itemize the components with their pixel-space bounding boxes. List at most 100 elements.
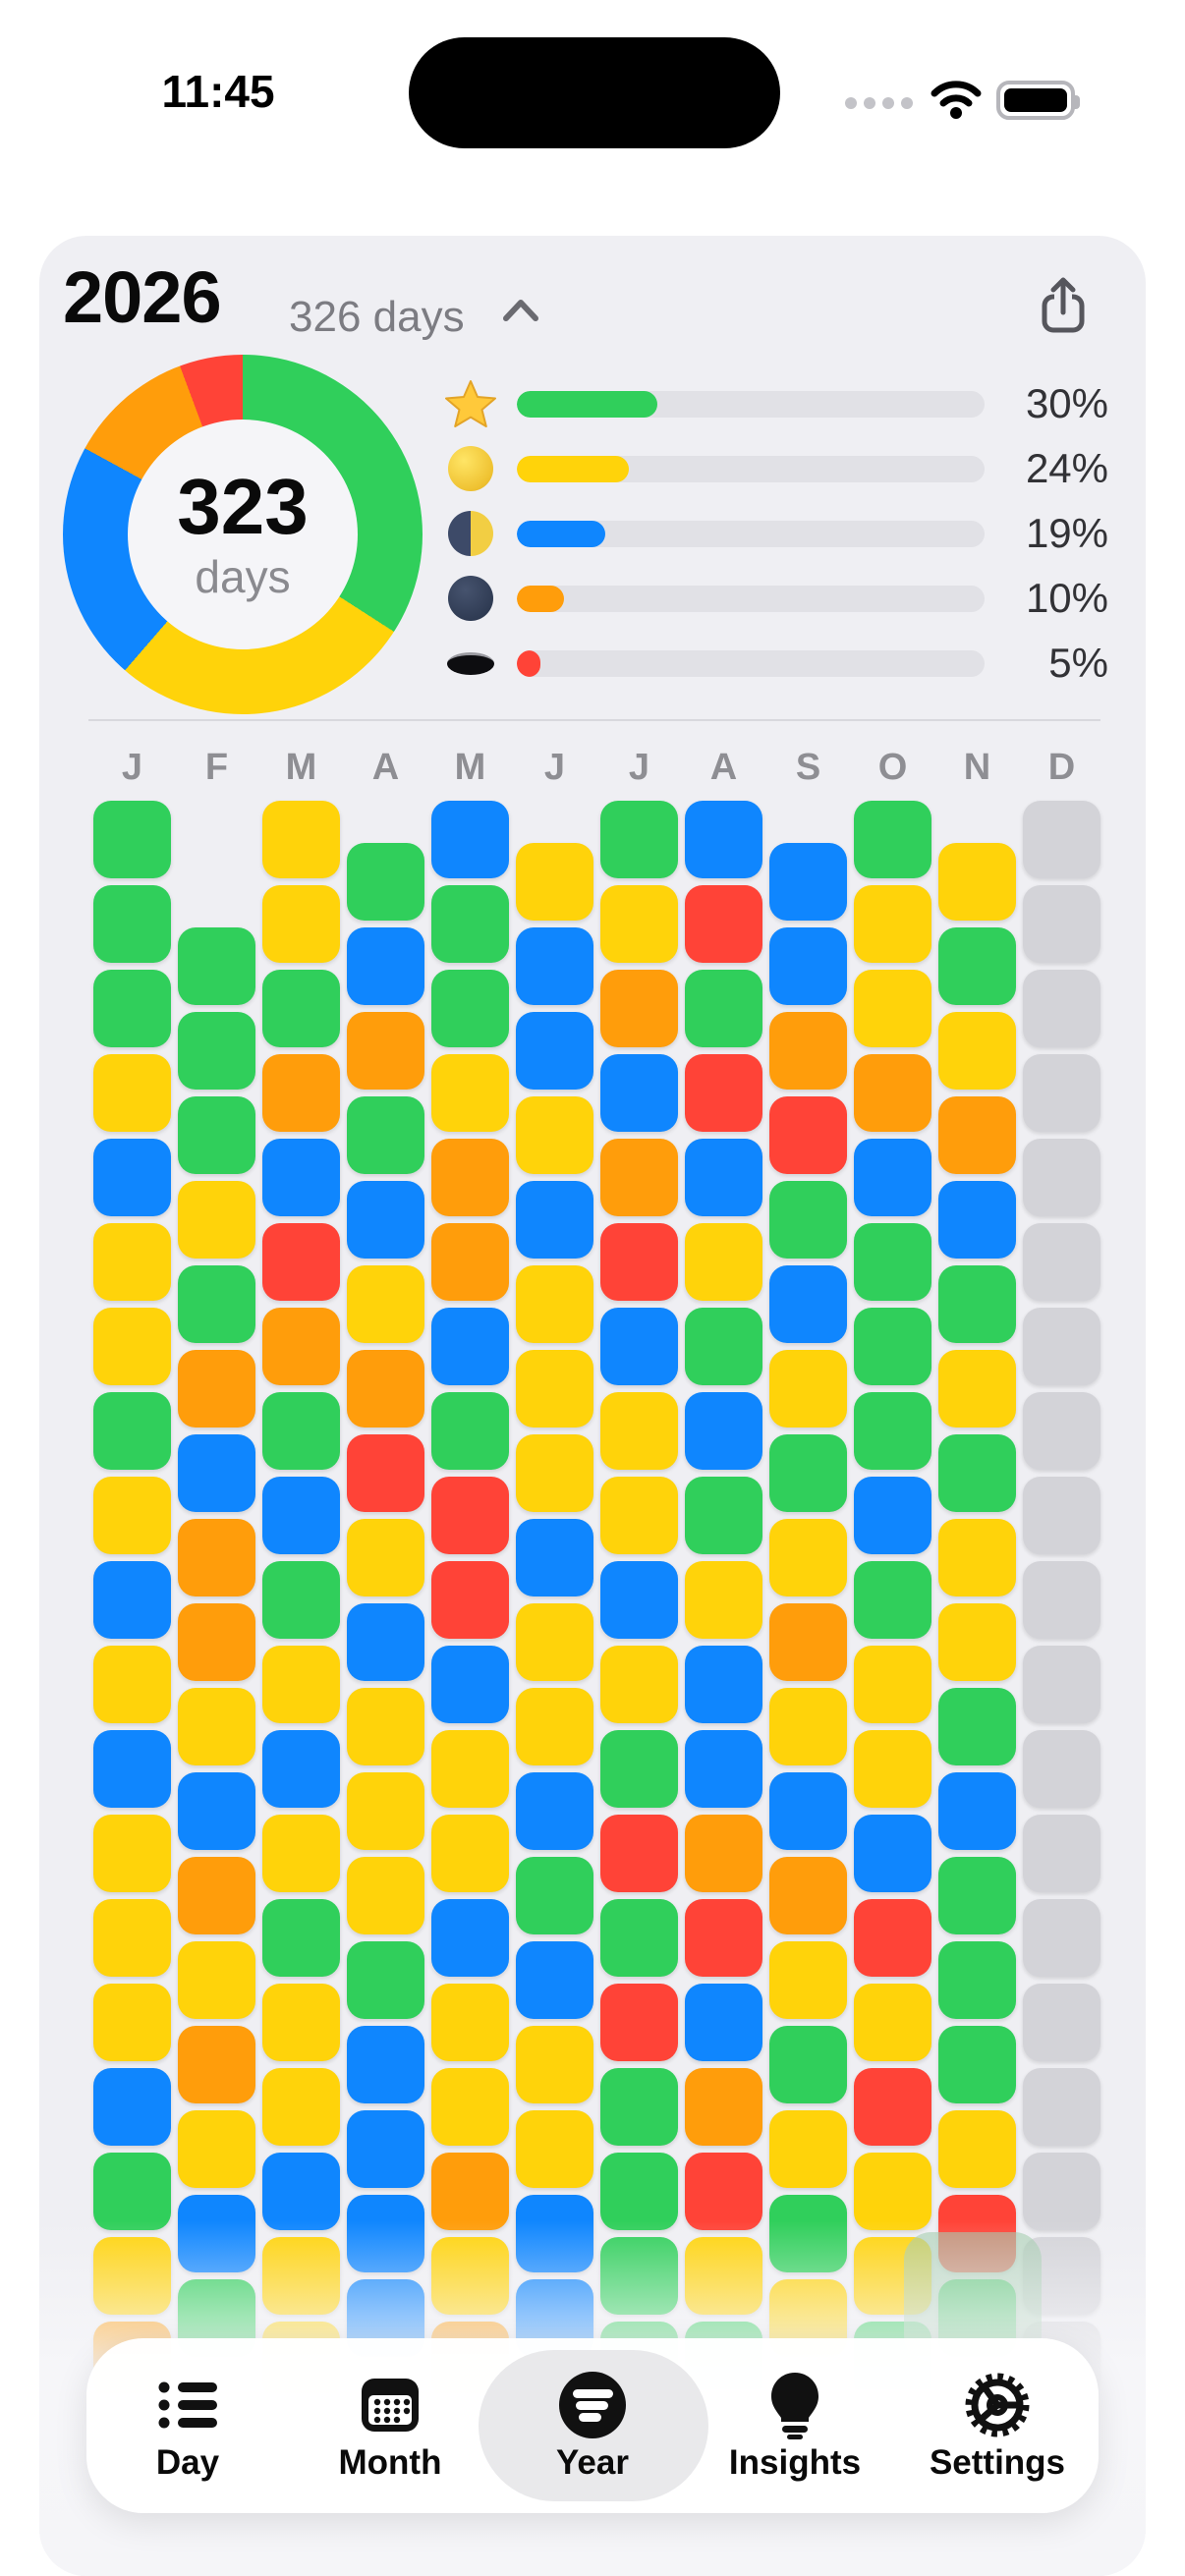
day-cell[interactable] [685,2068,762,2146]
day-cell[interactable] [854,1223,931,1301]
day-cell[interactable] [262,1139,340,1216]
day-cell[interactable] [431,1054,509,1132]
day-cell[interactable] [938,1181,1016,1259]
day-cell[interactable] [769,1350,847,1428]
day-cell[interactable] [516,843,593,921]
day-cell[interactable] [178,2026,255,2103]
day-cell[interactable] [938,1941,1016,2019]
day-cell[interactable] [262,1815,340,1892]
day-cell[interactable] [600,1308,678,1385]
day-cell[interactable] [938,2026,1016,2103]
day-cell[interactable] [685,1223,762,1301]
day-cell[interactable] [600,1730,678,1808]
day-cell[interactable] [685,1646,762,1723]
day-cell[interactable] [516,1434,593,1512]
day-cell[interactable] [938,1857,1016,1934]
day-cell[interactable] [178,1350,255,1428]
day-cell[interactable] [262,1054,340,1132]
day-cell[interactable] [600,1984,678,2061]
day-cell[interactable] [516,1603,593,1681]
day-cell[interactable] [769,2110,847,2188]
share-button[interactable] [1036,273,1091,338]
day-cell[interactable] [1023,1223,1100,1301]
day-cell[interactable] [938,1603,1016,1681]
day-cell[interactable] [685,2153,762,2230]
day-cell[interactable] [431,1984,509,2061]
day-cell[interactable] [93,1899,171,1977]
day-cell[interactable] [431,1815,509,1892]
day-cell[interactable] [178,1688,255,1765]
day-cell[interactable] [600,2153,678,2230]
day-cell[interactable] [347,1519,424,1596]
day-cell[interactable] [347,1265,424,1343]
day-cell[interactable] [600,1139,678,1216]
day-cell[interactable] [600,1561,678,1639]
day-cell[interactable] [769,1181,847,1259]
day-cell[interactable] [1023,1477,1100,1554]
day-cell[interactable] [854,1815,931,1892]
day-cell[interactable] [769,1012,847,1090]
day-cell[interactable] [516,1350,593,1428]
day-cell[interactable] [600,970,678,1047]
day-cell[interactable] [93,885,171,963]
day-cell[interactable] [854,1308,931,1385]
day-cell[interactable] [347,1181,424,1259]
day-cell[interactable] [262,1984,340,2061]
day-cell[interactable] [516,927,593,1005]
day-cell[interactable] [1023,1054,1100,1132]
day-cell[interactable] [769,1772,847,1850]
day-cell[interactable] [178,1857,255,1934]
day-cell[interactable] [938,1772,1016,1850]
day-cell[interactable] [938,1688,1016,1765]
day-cell[interactable] [938,1265,1016,1343]
day-cell[interactable] [93,2068,171,2146]
day-cell[interactable] [347,1857,424,1934]
day-cell[interactable] [516,1857,593,1934]
day-cell[interactable] [93,970,171,1047]
day-cell[interactable] [1023,801,1100,878]
day-cell[interactable] [93,1054,171,1132]
day-cell[interactable] [769,1096,847,1174]
day-cell[interactable] [347,843,424,921]
day-cell[interactable] [347,1012,424,1090]
day-cell[interactable] [262,1308,340,1385]
day-cell[interactable] [1023,1308,1100,1385]
day-cell[interactable] [854,2153,931,2230]
day-cell[interactable] [938,1434,1016,1512]
day-cell[interactable] [600,1646,678,1723]
day-cell[interactable] [685,801,762,878]
day-cell[interactable] [262,1477,340,1554]
day-cell[interactable] [347,1096,424,1174]
day-cell[interactable] [938,927,1016,1005]
day-cell[interactable] [93,801,171,878]
day-cell[interactable] [516,1772,593,1850]
day-cell[interactable] [347,927,424,1005]
day-cell[interactable] [938,1519,1016,1596]
day-cell[interactable] [347,1941,424,2019]
day-cell[interactable] [685,1477,762,1554]
day-cell[interactable] [938,1350,1016,1428]
day-cell[interactable] [769,2026,847,2103]
day-cell[interactable] [685,1561,762,1639]
day-cell[interactable] [685,1984,762,2061]
day-cell[interactable] [769,1857,847,1934]
day-cell[interactable] [431,1646,509,1723]
day-cell[interactable] [93,1223,171,1301]
day-cell[interactable] [431,1223,509,1301]
day-cell[interactable] [685,885,762,963]
day-cell[interactable] [262,885,340,963]
day-cell[interactable] [93,1308,171,1385]
day-cell[interactable] [347,1350,424,1428]
day-cell[interactable] [600,1223,678,1301]
day-cell[interactable] [178,2110,255,2188]
day-cell[interactable] [347,1434,424,1512]
day-cell[interactable] [93,1730,171,1808]
day-cell[interactable] [1023,1139,1100,1216]
day-cell[interactable] [769,927,847,1005]
day-cell[interactable] [685,1392,762,1470]
day-cell[interactable] [600,1815,678,1892]
day-cell[interactable] [1023,1646,1100,1723]
day-cell[interactable] [178,1603,255,1681]
day-cell[interactable] [516,1688,593,1765]
day-cell[interactable] [93,1477,171,1554]
